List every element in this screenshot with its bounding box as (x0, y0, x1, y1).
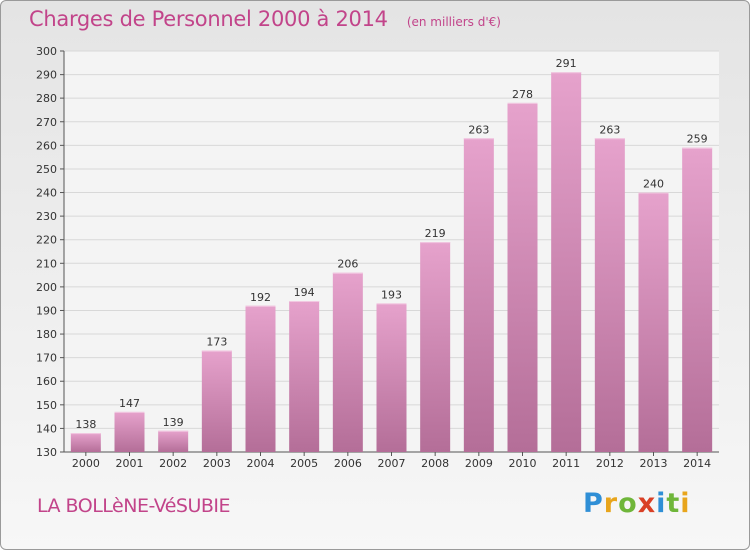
x-tick-label: 2007 (378, 457, 406, 470)
x-tick-label: 2010 (509, 457, 537, 470)
bar-value-label: 240 (643, 178, 664, 191)
x-tick-label: 2001 (116, 457, 144, 470)
y-tick-label: 170 (36, 352, 57, 365)
y-tick-label: 160 (36, 375, 57, 388)
bar-value-label: 147 (119, 397, 140, 410)
bar-value-label: 194 (294, 286, 315, 299)
commune-name: LA BOLLèNE-VéSUBIE (37, 495, 231, 517)
x-tick-label: 2006 (334, 457, 362, 470)
bar (201, 350, 232, 452)
bar-value-label: 139 (163, 416, 184, 429)
bar-value-label: 263 (468, 123, 489, 136)
y-tick-label: 270 (36, 116, 57, 129)
proxiti-logo: Proxiti (583, 488, 691, 519)
logo-letter: x (637, 488, 657, 519)
bar (332, 272, 363, 452)
x-tick-label: 2009 (465, 457, 493, 470)
bar-value-label: 291 (556, 57, 577, 70)
x-tick-label: 2000 (72, 457, 100, 470)
bar-value-label: 278 (512, 88, 533, 101)
logo-letter: r (603, 488, 619, 519)
x-tick-label: 2003 (203, 457, 231, 470)
bar (70, 433, 101, 452)
x-tick-label: 2012 (596, 457, 624, 470)
y-tick-label: 280 (36, 92, 57, 105)
bar (114, 411, 145, 452)
bar (158, 430, 189, 452)
bar (638, 192, 669, 452)
bar-value-label: 173 (206, 336, 227, 349)
bar (507, 102, 538, 453)
bar (551, 72, 582, 453)
bar (594, 138, 625, 452)
y-tick-label: 250 (36, 163, 57, 176)
y-tick-label: 190 (36, 304, 57, 317)
bar-value-label: 259 (687, 133, 708, 146)
bar (376, 303, 407, 452)
bar (289, 301, 320, 452)
y-tick-label: 260 (36, 139, 57, 152)
bar (245, 305, 276, 452)
x-tick-label: 2008 (421, 457, 449, 470)
y-tick-label: 220 (36, 234, 57, 247)
chart-title: Charges de Personnel 2000 à 2014 (29, 7, 388, 31)
y-tick-label: 290 (36, 69, 57, 82)
y-tick-label: 210 (36, 257, 57, 270)
bar-value-label: 263 (599, 123, 620, 136)
bar-value-label: 206 (337, 258, 358, 271)
y-tick-label: 180 (36, 328, 57, 341)
bar (463, 138, 494, 452)
logo-letter: P (583, 488, 604, 519)
x-tick-label: 2002 (159, 457, 187, 470)
y-tick-label: 200 (36, 281, 57, 294)
y-tick-label: 150 (36, 399, 57, 412)
bar-value-label: 193 (381, 288, 402, 301)
bar-value-label: 138 (75, 418, 96, 431)
y-tick-label: 140 (36, 422, 57, 435)
y-tick-label: 230 (36, 210, 57, 223)
x-tick-label: 2014 (683, 457, 711, 470)
logo-letter: t (666, 488, 681, 519)
y-tick-label: 240 (36, 187, 57, 200)
logo-letter: i (656, 488, 667, 519)
logo-letter: o (618, 488, 638, 519)
logo-letter: i (680, 488, 691, 519)
bar-value-label: 192 (250, 291, 271, 304)
bar (420, 242, 451, 452)
chart-subtitle: (en milliers d'€) (406, 15, 501, 29)
title-block: Charges de Personnel 2000 à 2014 (en mil… (29, 7, 501, 31)
y-tick-label: 300 (36, 45, 57, 58)
bar (682, 147, 713, 452)
y-tick-label: 130 (36, 446, 57, 459)
x-tick-label: 2011 (552, 457, 580, 470)
x-tick-label: 2004 (247, 457, 275, 470)
x-tick-label: 2013 (640, 457, 668, 470)
x-tick-label: 2005 (290, 457, 318, 470)
bar-value-label: 219 (425, 227, 446, 240)
